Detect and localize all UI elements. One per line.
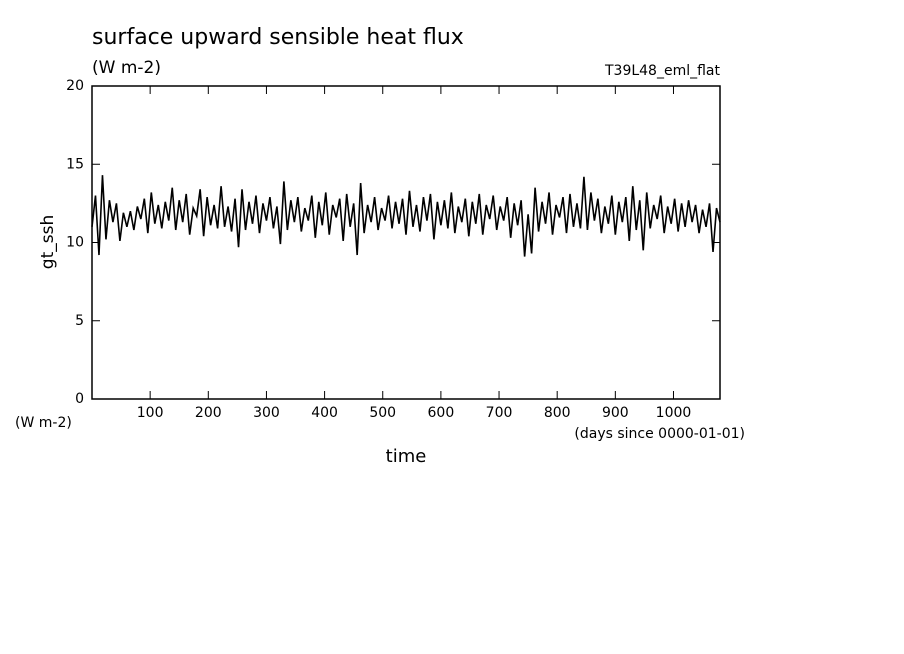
y-axis-label: gt_ssh	[38, 215, 58, 269]
y-tick-label: 0	[75, 391, 84, 407]
y-tick-label: 20	[66, 78, 84, 94]
x-tick-label: 600	[428, 405, 455, 421]
x-tick-label: 500	[369, 405, 396, 421]
plot-frame	[91, 85, 721, 400]
x-tick-label: 200	[195, 405, 222, 421]
y-tick-label: 5	[75, 313, 84, 329]
data-line	[91, 175, 721, 257]
x-tick-label: 900	[602, 405, 629, 421]
x-tick-label: 1000	[656, 405, 692, 421]
chart-subtitle: (W m-2)	[92, 58, 161, 78]
x-axis-units: (days since 0000-01-01)	[574, 426, 745, 442]
x-tick-label: 800	[544, 405, 571, 421]
y-tick-label: 10	[66, 235, 84, 251]
annotation: T39L48_eml_flat	[604, 63, 721, 79]
y-axis-units: (W m-2)	[15, 415, 72, 431]
x-tick-label: 100	[137, 405, 164, 421]
x-tick-label: 700	[486, 405, 513, 421]
x-axis-label: time	[386, 446, 427, 467]
x-tick-label: 300	[253, 405, 280, 421]
x-tick-label: 400	[311, 405, 338, 421]
chart-title: surface upward sensible heat flux	[92, 25, 464, 50]
y-tick-label: 15	[66, 156, 84, 172]
